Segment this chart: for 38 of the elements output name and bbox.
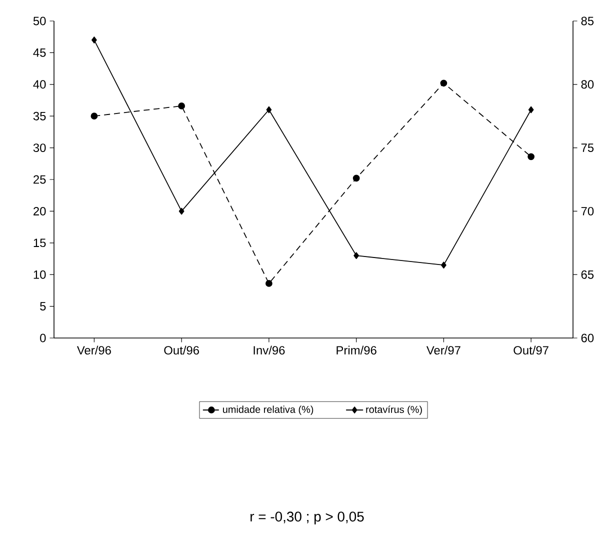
y-tick-label: 5 bbox=[40, 302, 46, 310]
y-tick-label: 35 bbox=[33, 112, 46, 120]
y-tick-label: 40 bbox=[33, 80, 46, 89]
y2-tick-label: 70 bbox=[581, 206, 594, 216]
y2-tick-label: 80 bbox=[581, 80, 594, 89]
legend-label: umidade relativa (%) bbox=[223, 406, 314, 415]
y2-tick-label: 65 bbox=[581, 270, 594, 279]
legend-label: rotavírus (%) bbox=[366, 406, 422, 415]
point bbox=[178, 208, 184, 215]
y-tick-label: 25 bbox=[34, 175, 46, 184]
y-tick-label: 0 bbox=[40, 334, 46, 342]
point bbox=[92, 36, 97, 44]
x-tick-label: Inv/96 bbox=[254, 346, 285, 355]
point bbox=[441, 262, 446, 269]
y-tick-label: 50 bbox=[33, 16, 46, 26]
y-tick-label: 10 bbox=[34, 270, 46, 279]
y-tick-label: 15 bbox=[34, 238, 46, 248]
x-tick-label: Out/96 bbox=[164, 346, 199, 355]
point bbox=[178, 102, 186, 110]
y2-tick-label: 75 bbox=[581, 144, 594, 152]
x-tick-label: Ver/96 bbox=[76, 346, 111, 355]
point bbox=[354, 252, 360, 260]
y-tick-label: 45 bbox=[33, 48, 46, 57]
point bbox=[528, 153, 535, 160]
point bbox=[528, 106, 534, 114]
point bbox=[90, 112, 98, 120]
y2-tick-label: 60 bbox=[581, 334, 594, 342]
point bbox=[266, 280, 272, 287]
point bbox=[266, 106, 272, 114]
x-tick-label: Out/97 bbox=[514, 346, 548, 355]
x-tick-label: Prim/96 bbox=[336, 346, 376, 355]
point bbox=[440, 80, 448, 87]
y-tick-label: 20 bbox=[34, 206, 46, 216]
y2-tick-label: 85 bbox=[581, 16, 594, 26]
x-tick-label: Ver/97 bbox=[426, 346, 460, 355]
text: r = -0,30 ; p > 0,05 bbox=[250, 512, 364, 524]
y-tick-label: 30 bbox=[33, 144, 46, 152]
point bbox=[352, 174, 360, 182]
